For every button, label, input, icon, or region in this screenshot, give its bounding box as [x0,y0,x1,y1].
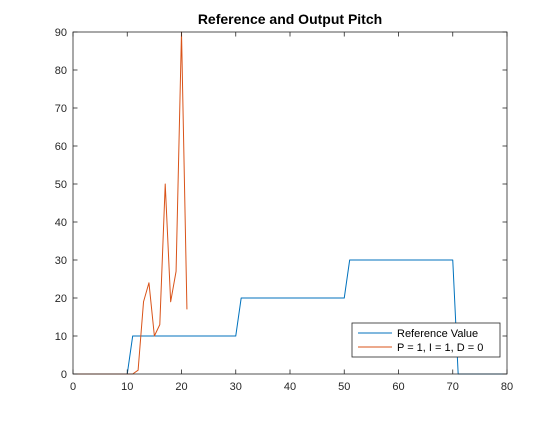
y-tick-label: 80 [55,65,67,77]
series-line-1 [73,31,188,375]
x-tick-label: 60 [392,381,404,393]
x-tick-label: 70 [447,381,459,393]
legend: Reference Value P = 1, I = 1, D = 0 [351,322,501,358]
x-tick-label: 20 [175,381,187,393]
y-tick-label: 20 [55,293,67,305]
y-tick-label: 0 [61,369,67,381]
y-tick-label: 30 [55,255,67,267]
y-tick-label: 50 [55,179,67,191]
legend-label-pid-output: P = 1, I = 1, D = 0 [397,342,483,354]
axis-ticks: 0 10 20 30 40 50 60 70 80 0 10 20 30 40 50 60 70 80 90 [55,27,513,393]
chart-title: Reference and Output Pitch [198,11,382,27]
legend-label-reference-value: Reference Value [397,328,478,340]
y-tick-label: 40 [55,217,67,229]
y-tick-label: 10 [55,331,67,343]
x-tick-label: 40 [284,381,296,393]
x-tick-label: 10 [121,381,133,393]
x-tick-label: 30 [230,381,242,393]
x-tick-label: 0 [70,381,76,393]
legend-box [351,322,501,358]
x-tick-label: 50 [338,381,350,393]
series-line-0 [73,259,507,375]
y-tick-label: 70 [55,103,67,115]
y-tick-label: 90 [55,27,67,39]
x-tick-label: 80 [501,381,513,393]
y-tick-label: 60 [55,141,67,153]
